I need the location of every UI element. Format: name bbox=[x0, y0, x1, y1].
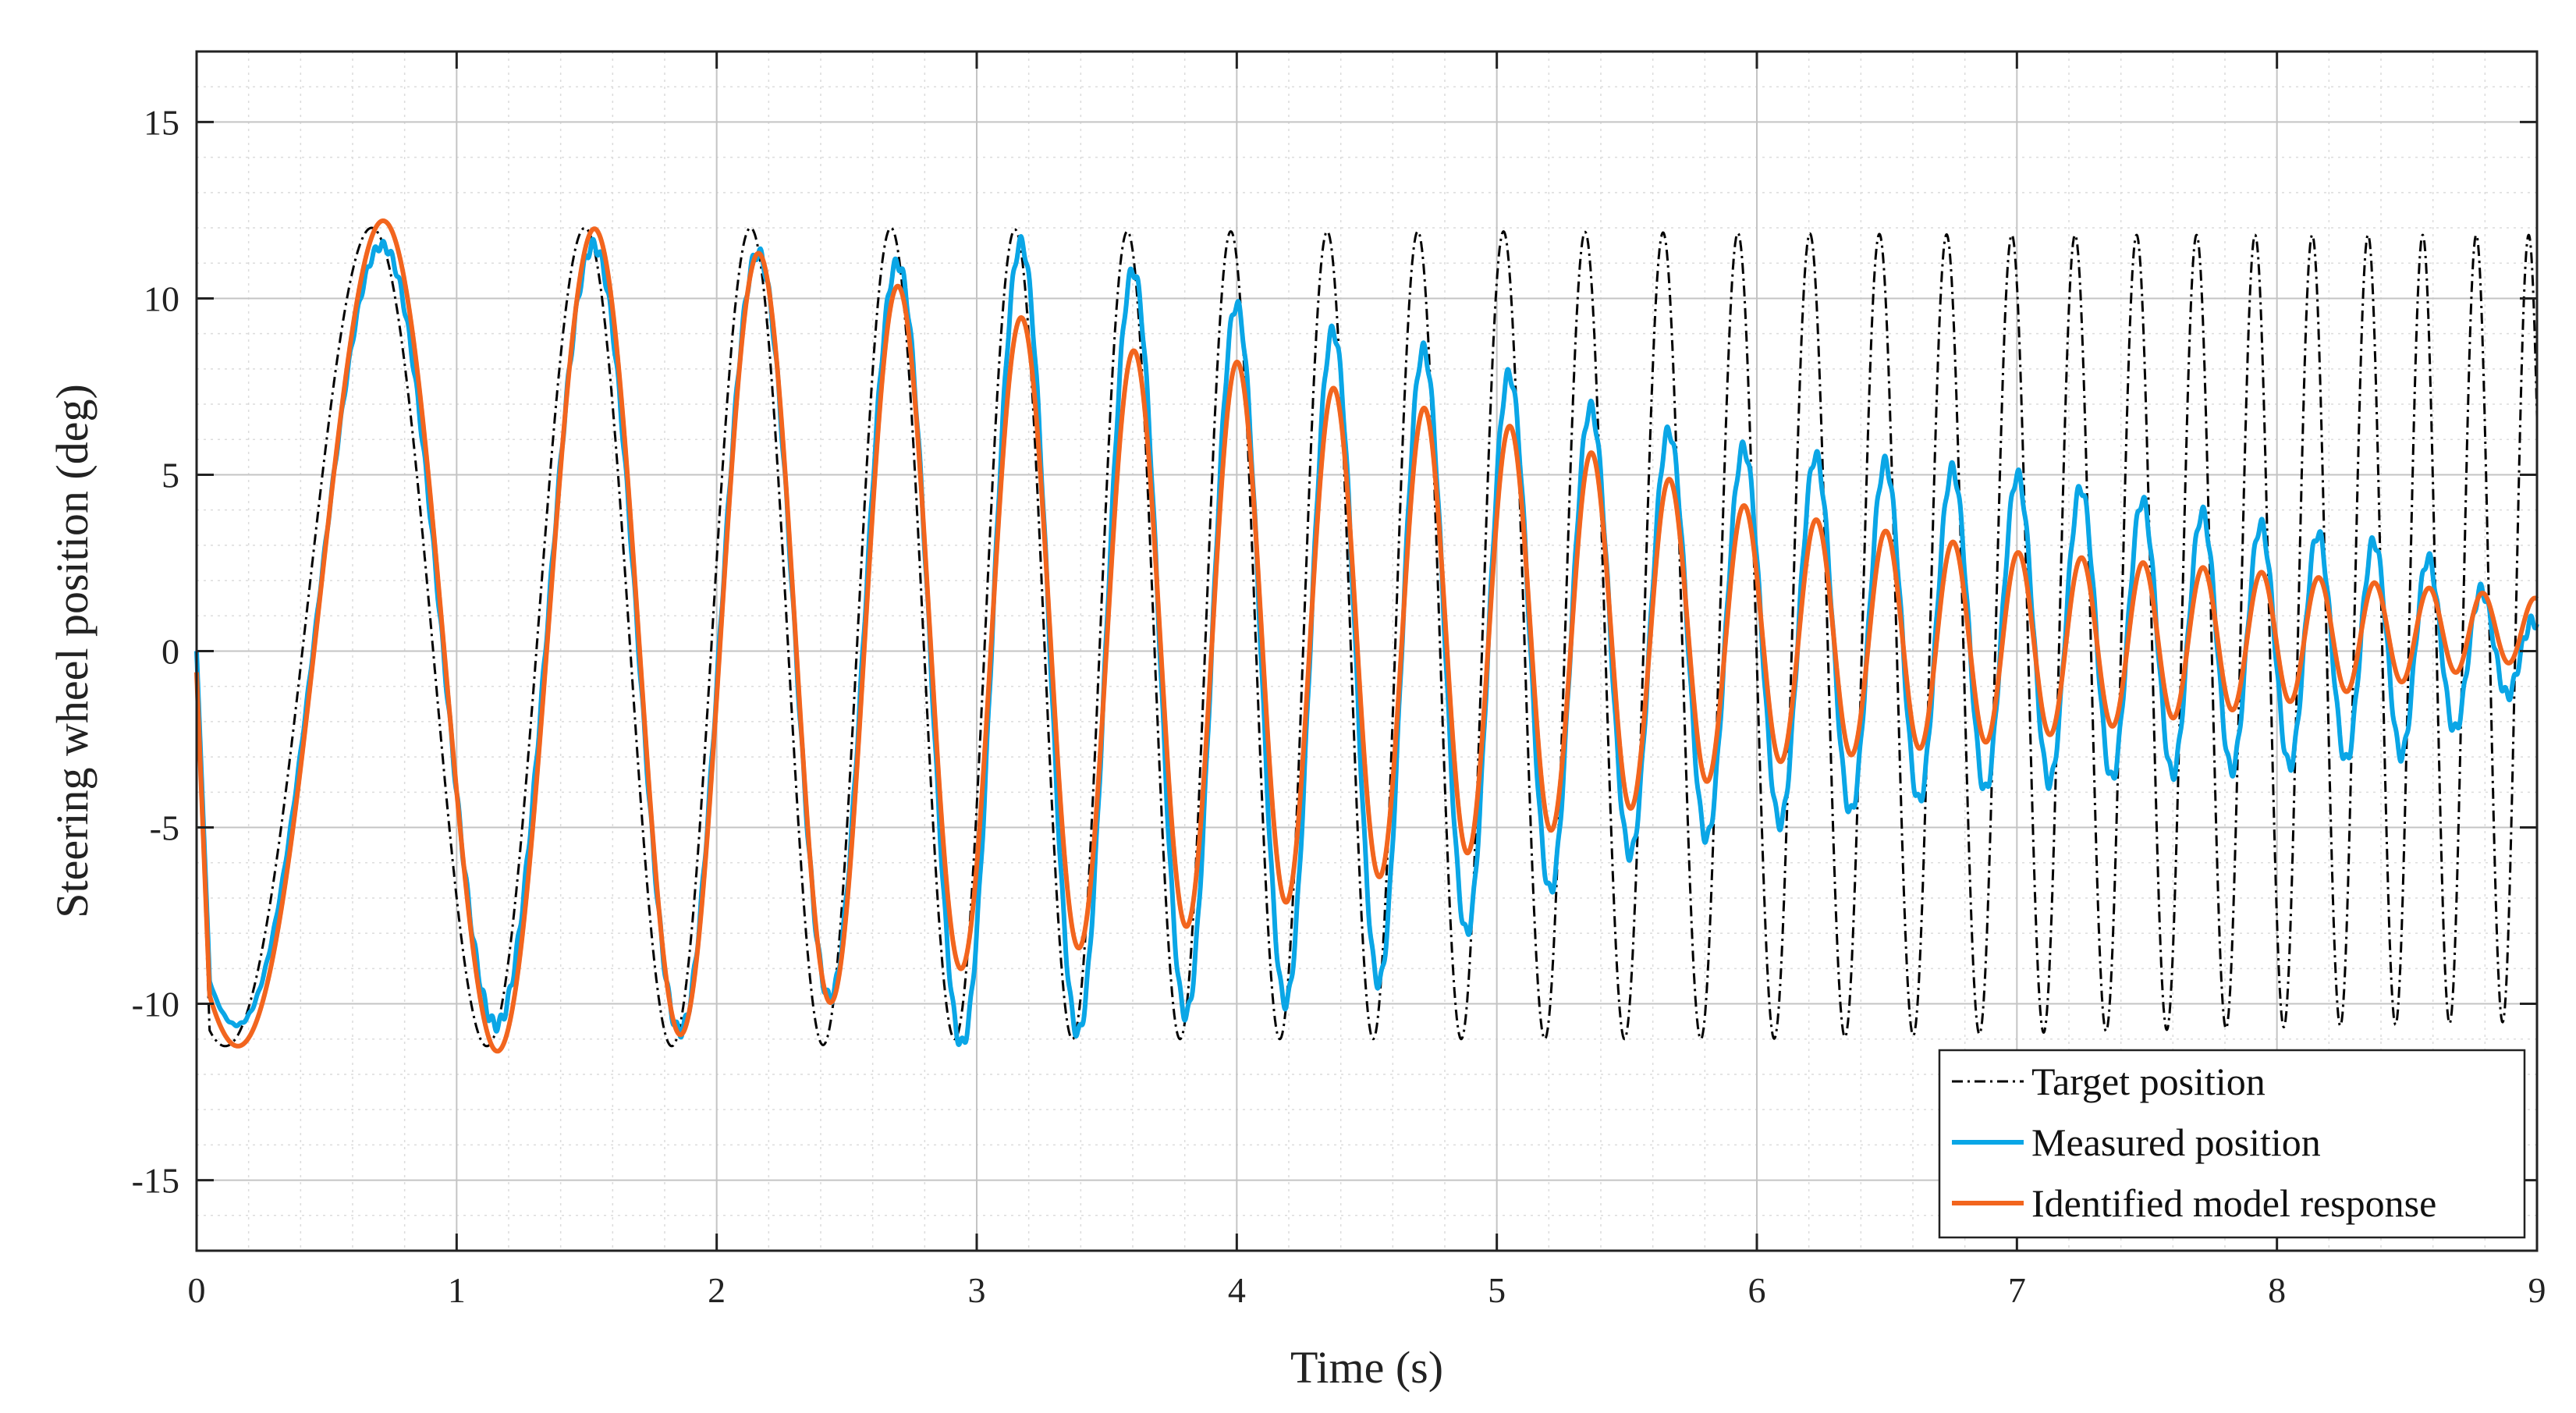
y-tick-label: -15 bbox=[132, 1161, 179, 1201]
x-tick-label: 7 bbox=[2008, 1270, 2026, 1310]
x-axis-label: Time (s) bbox=[1290, 1342, 1443, 1393]
y-tick-label: -5 bbox=[150, 808, 179, 848]
series-line-identified-model-response bbox=[194, 218, 2539, 1054]
legend-label: Measured position bbox=[2031, 1120, 2321, 1164]
y-tick-label: 0 bbox=[161, 632, 179, 672]
x-axis-ticks: 0 1 2 3 4 5 6 7 8 9 bbox=[188, 51, 2546, 1310]
x-tick-label: 2 bbox=[708, 1270, 726, 1310]
x-tick-label: 0 bbox=[188, 1270, 206, 1310]
series-line-target-position bbox=[195, 226, 2539, 1048]
x-tick-label: 9 bbox=[2528, 1270, 2546, 1310]
x-tick-label: 6 bbox=[1748, 1270, 1766, 1310]
x-tick-label: 8 bbox=[2268, 1270, 2286, 1310]
legend: Target position Measured position Identifi… bbox=[1938, 1049, 2526, 1239]
x-tick-label: 3 bbox=[968, 1270, 986, 1310]
y-tick-label: -10 bbox=[132, 985, 179, 1024]
x-tick-label: 4 bbox=[1228, 1270, 1246, 1310]
x-tick-label: 5 bbox=[1488, 1270, 1506, 1310]
x-tick-label: 1 bbox=[448, 1270, 466, 1310]
legend-box bbox=[1938, 1049, 2526, 1239]
y-tick-label: 10 bbox=[144, 279, 179, 318]
series-layer bbox=[194, 218, 2539, 1054]
y-tick-label: 15 bbox=[144, 102, 179, 142]
y-axis-ticks: -15 -10 -5 0 5 10 15 bbox=[132, 102, 2537, 1201]
legend-label: Identified model response bbox=[2031, 1181, 2436, 1225]
y-tick-label: 5 bbox=[161, 455, 179, 495]
series-line-measured-position bbox=[194, 234, 2539, 1047]
y-axis-label: Steering wheel position (deg) bbox=[47, 384, 98, 918]
legend-label: Target position bbox=[2031, 1060, 2266, 1103]
